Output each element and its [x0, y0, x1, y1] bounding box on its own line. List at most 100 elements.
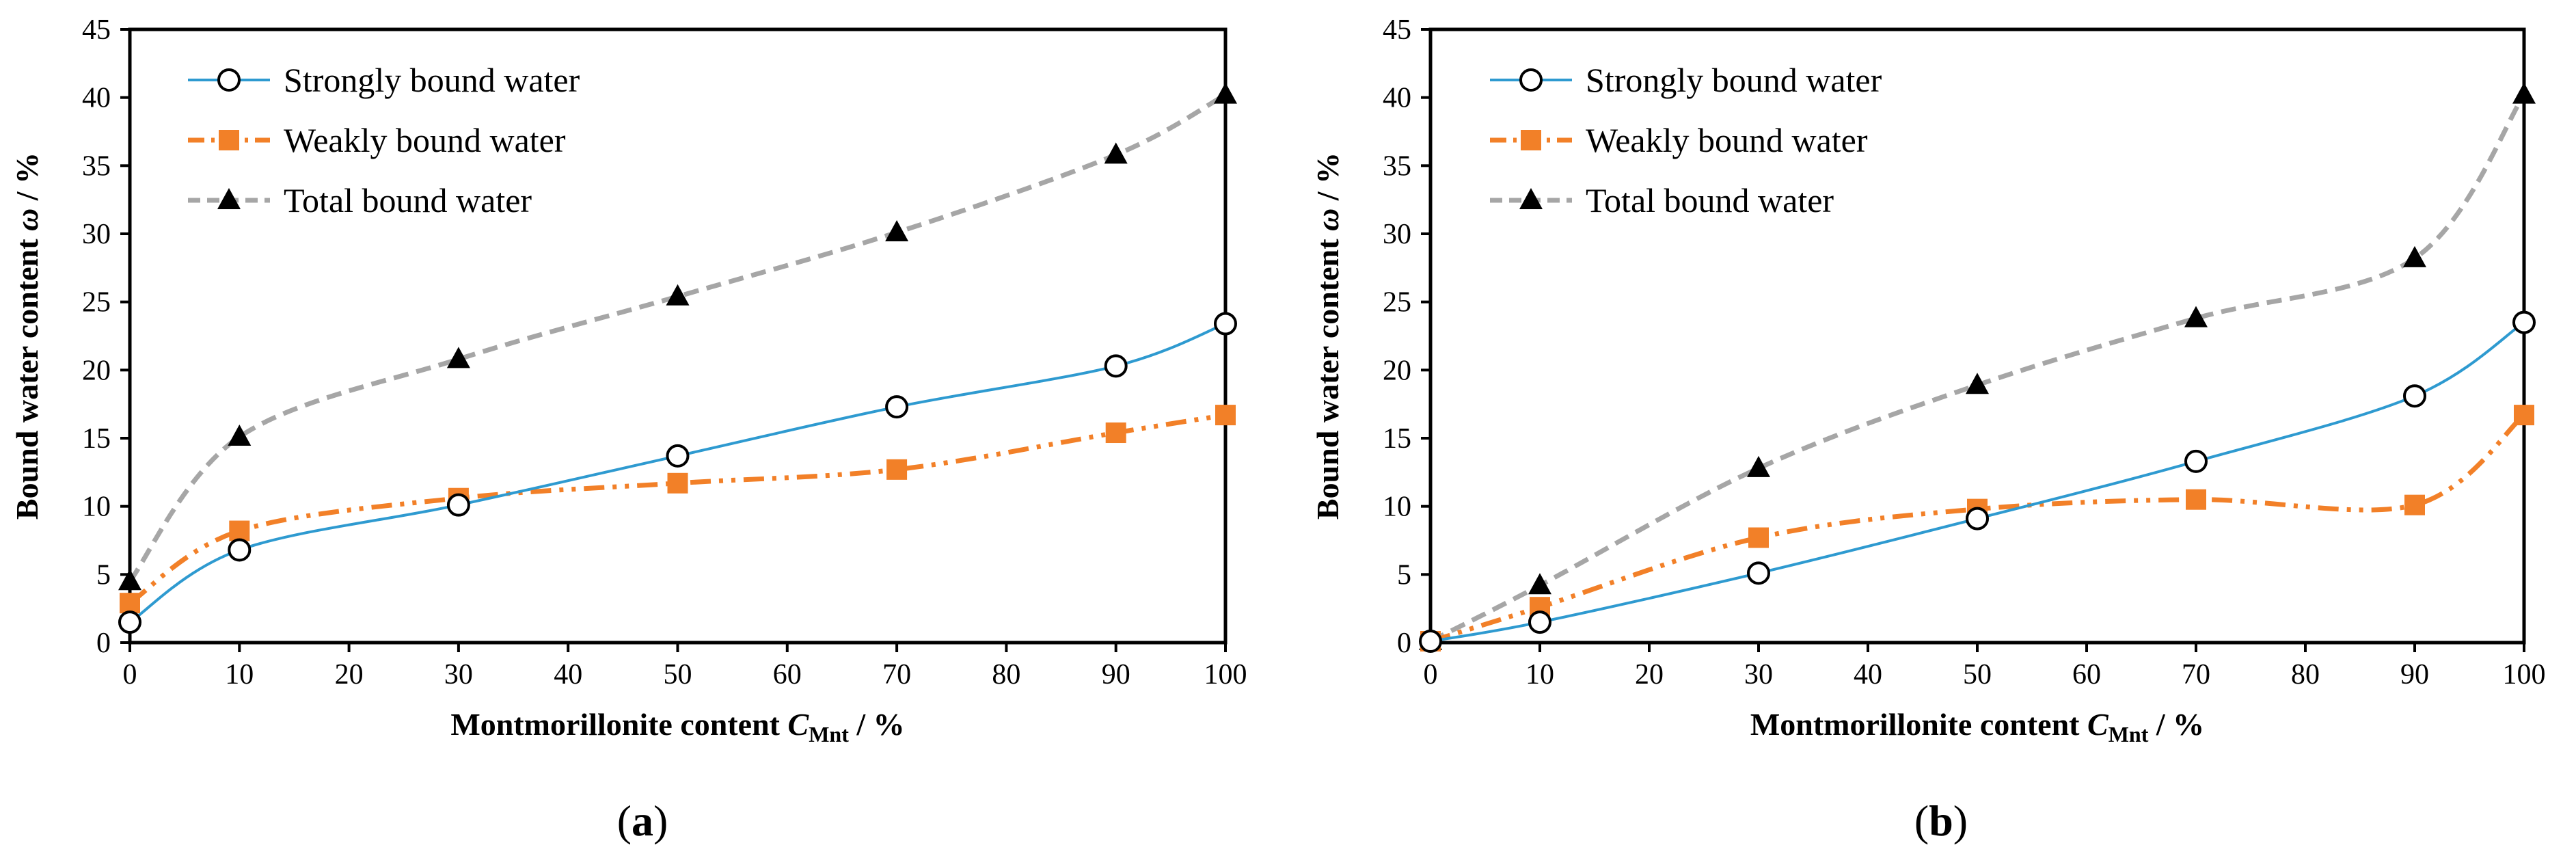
series-line-total-bound-water	[1429, 93, 2526, 644]
x-tick-label: 60	[773, 659, 802, 690]
series-markers	[1419, 310, 2536, 654]
series-markers	[118, 82, 1237, 591]
y-tick-label: 20	[1383, 355, 1411, 386]
data-point	[667, 472, 688, 494]
data-point	[1748, 527, 1769, 548]
legend-entry: Weakly bound water	[188, 121, 566, 159]
x-tick-label: 60	[2072, 659, 2101, 690]
x-tick-label: 10	[1526, 659, 1554, 690]
x-tick-label: 50	[664, 659, 692, 690]
data-point	[446, 493, 470, 517]
y-tick-label: 45	[1383, 14, 1411, 46]
legend-label: Total bound water	[284, 181, 532, 219]
data-point	[1104, 142, 1128, 164]
data-point	[1419, 630, 1442, 654]
legend-label: Weakly bound water	[1586, 121, 1868, 159]
data-point	[118, 610, 141, 634]
data-point	[228, 425, 252, 446]
data-point	[2184, 306, 2208, 327]
data-point	[885, 395, 909, 419]
y-tick-label: 10	[82, 492, 111, 523]
x-tick-label: 80	[992, 659, 1020, 690]
legend-label: Strongly bound water	[284, 61, 580, 99]
legend-entry: Strongly bound water	[1490, 61, 1882, 99]
data-point	[446, 347, 470, 368]
data-point	[2403, 245, 2426, 267]
data-point	[666, 444, 690, 468]
x-tick-label: 0	[123, 659, 137, 690]
y-tick-label: 35	[1383, 150, 1411, 182]
x-axis-title: Montmorillonite content CMnt / %	[1750, 707, 2204, 747]
data-point	[1105, 422, 1126, 444]
data-point	[2184, 449, 2208, 473]
series-line-strongly-bound-water	[1430, 321, 2525, 643]
legend-marker	[219, 130, 239, 150]
data-point	[1214, 82, 1237, 104]
data-point	[1966, 507, 1989, 530]
legend-entry: Strongly bound water	[188, 61, 580, 99]
data-point	[1528, 573, 1551, 595]
data-point	[886, 459, 908, 480]
legend-entry: Total bound water	[1490, 181, 1834, 219]
series-markers	[118, 312, 1237, 634]
x-tick-label: 20	[335, 659, 364, 690]
y-tick-label: 30	[1383, 219, 1411, 250]
data-point	[228, 538, 252, 562]
data-point	[1747, 455, 1770, 477]
x-tick-label: 20	[1635, 659, 1664, 690]
series-markers	[1419, 82, 2536, 651]
data-point	[666, 284, 690, 306]
legend-marker	[217, 68, 241, 92]
legend-marker	[1519, 68, 1543, 92]
x-axis-title: Montmorillonite content CMnt / %	[450, 707, 904, 747]
data-point	[2186, 489, 2206, 510]
y-tick-label: 25	[1383, 287, 1411, 319]
y-tick-label: 45	[82, 14, 111, 46]
panel-label: (b)	[1914, 796, 1968, 845]
legend-marker	[217, 188, 241, 209]
x-tick-label: 30	[444, 659, 473, 690]
y-tick-label: 15	[82, 423, 111, 455]
data-point	[118, 569, 141, 591]
legend-marker	[1521, 130, 1541, 150]
y-tick-label: 30	[82, 219, 111, 250]
y-tick-label: 0	[1397, 628, 1411, 659]
panel-label: (a)	[617, 796, 668, 845]
x-tick-label: 40	[554, 659, 582, 690]
data-point	[2404, 494, 2425, 515]
data-point	[1966, 373, 1989, 394]
legend-label: Strongly bound water	[1586, 61, 1882, 99]
x-tick-label: 10	[225, 659, 254, 690]
data-point	[2512, 82, 2536, 104]
data-point	[2403, 384, 2426, 408]
data-point	[1215, 405, 1236, 426]
data-point	[2514, 405, 2534, 426]
x-tick-label: 80	[2291, 659, 2320, 690]
x-tick-label: 70	[882, 659, 911, 690]
series-line-weakly-bound-water	[128, 412, 1226, 606]
x-tick-label: 100	[2503, 659, 2546, 690]
x-tick-label: 100	[1204, 659, 1247, 690]
y-tick-label: 5	[96, 559, 111, 591]
x-tick-label: 90	[2400, 659, 2429, 690]
y-tick-label: 20	[82, 355, 111, 386]
x-tick-label: 70	[2182, 659, 2210, 690]
data-point	[2512, 310, 2536, 334]
data-point	[885, 220, 909, 242]
y-tick-label: 40	[1383, 83, 1411, 114]
y-tick-label: 15	[1383, 423, 1411, 455]
x-tick-label: 50	[1963, 659, 1992, 690]
chart-panel-a: 0 5 10 15 20 25 30 35 40 45 0 10 20 30 40 50 60 70 80 90 100…	[10, 14, 1247, 845]
y-tick-label: 35	[82, 150, 111, 182]
y-axis-title: Bound water content ω / %	[1310, 152, 1345, 520]
y-tick-label: 0	[96, 628, 111, 659]
series-markers	[120, 405, 1236, 614]
legend-entry: Total bound water	[188, 181, 532, 219]
data-point	[120, 593, 140, 614]
data-point	[229, 520, 250, 541]
data-point	[1104, 354, 1128, 378]
series-line-total-bound-water	[128, 92, 1227, 583]
legend-marker	[1519, 188, 1543, 209]
x-tick-label: 0	[1424, 659, 1438, 690]
legend-label: Total bound water	[1586, 181, 1834, 219]
